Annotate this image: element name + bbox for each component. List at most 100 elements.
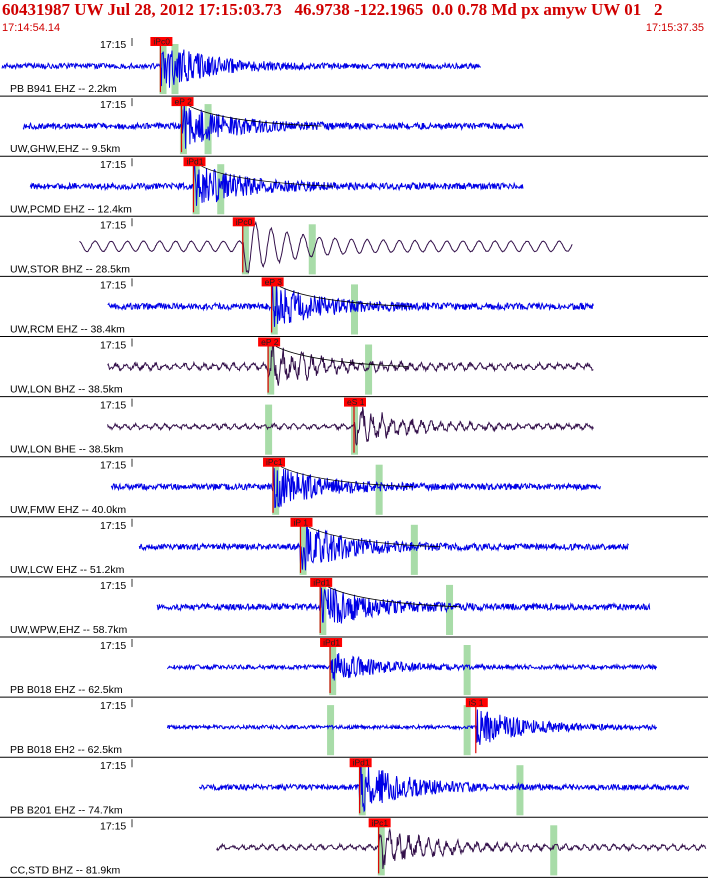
pick-label: iPd1 [313, 577, 330, 587]
pick-window-marker [550, 825, 558, 876]
pick-label-box[interactable] [261, 277, 284, 287]
station-label: UW,RCM EHZ -- 38.4km [10, 324, 125, 336]
trace-panel: iPc1 17:15 CC,STD BHZ -- 81.9km [0, 818, 708, 878]
pick-label: iPc0 [153, 37, 170, 47]
pick-label-box[interactable] [263, 457, 286, 467]
waveform-trace [22, 104, 524, 149]
event-title: 60431987 UW Jul 28, 2012 17:15:03.73 46.… [2, 0, 663, 19]
waveform-trace [1, 49, 482, 88]
pick-window-marker [308, 224, 316, 275]
pick-label: iPd1 [353, 758, 370, 768]
pick-label-box[interactable] [310, 577, 333, 587]
waveform-trace [138, 522, 629, 571]
pick-label: iS 1 [469, 698, 484, 708]
tick-label: 17:15 [100, 760, 126, 772]
tick-label: 17:15 [100, 520, 126, 532]
pick-window-marker [319, 584, 327, 635]
coda-decay-curve [280, 466, 414, 488]
station-label: UW,GHW,EHZ -- 9.5km [10, 143, 121, 155]
pick-label-box[interactable] [232, 217, 255, 227]
coda-decay-curve [201, 165, 334, 187]
coda-decay-curve [189, 105, 322, 127]
pick-window-marker [375, 464, 383, 515]
pick-label: iPd1 [323, 638, 340, 648]
station-label: PB B941 EHZ -- 2.2km [10, 83, 117, 95]
coda-decay-curve [308, 526, 441, 548]
pick-label-box[interactable] [349, 758, 372, 768]
pick-window-marker [270, 284, 278, 335]
station-label: PB B018 EH2 -- 62.5km [10, 744, 122, 756]
coda-decay-curve [328, 586, 461, 608]
pick-label-box[interactable] [290, 517, 313, 527]
tick-label: 17:15 [100, 460, 126, 472]
pick-window-marker [327, 705, 335, 756]
tick-label: 17:15 [100, 159, 126, 171]
seismogram-plot: iPc0 17:15 PB B941 EHZ -- 2.2km eP 2 17:15 UW… [0, 37, 708, 878]
station-label: UW,WPW,EHZ -- 58.7km [10, 624, 128, 636]
pick-label-box[interactable] [258, 337, 281, 347]
pick-label: eS 1 [347, 397, 365, 407]
pick-label: iP 1 [293, 517, 308, 527]
tick-label: 17:15 [100, 640, 126, 652]
pick-window-marker [377, 825, 385, 876]
station-label: UW,FMW EHZ -- 40.0km [10, 504, 126, 516]
pick-label: iPc1 [266, 457, 283, 467]
trace-panel: iPd1 17:15 PB B201 EHZ -- 74.7km [0, 758, 708, 818]
tick-label: 17:15 [100, 39, 126, 51]
station-label: UW,PCMD EHZ -- 12.4km [10, 203, 132, 215]
time-end-label: 17:15:37.35 [645, 22, 704, 34]
station-label: UW,LON BHE -- 38.5km [10, 444, 123, 456]
trace-panel: iPd1 17:15 UW,PCMD EHZ -- 12.4km [0, 157, 708, 217]
pick-label-box[interactable] [344, 397, 366, 407]
pick-label-box[interactable] [171, 97, 194, 107]
waveform-trace [216, 827, 707, 870]
pick-window-marker [446, 584, 454, 635]
pick-window-marker [265, 404, 273, 455]
trace-panel: iPc1 17:15 UW,FMW EHZ -- 40.0km [0, 457, 708, 518]
pick-label: eP 2 [175, 97, 193, 107]
tick-label: 17:15 [100, 700, 126, 712]
pick-window-marker [463, 705, 471, 756]
pick-label: iPc0 [236, 217, 253, 227]
pick-window-marker [463, 645, 471, 696]
trace-panel: iPc0 17:15 PB B941 EHZ -- 2.2km [0, 37, 708, 97]
pick-label-box[interactable] [368, 818, 391, 828]
pick-window-marker [241, 224, 249, 275]
pick-label-box[interactable] [150, 37, 173, 46]
tick-label: 17:15 [100, 340, 126, 352]
pick-label: eP 2 [261, 337, 279, 347]
pick-label-box[interactable] [183, 157, 206, 167]
trace-panel: eP 3 17:15 UW,RCM EHZ -- 38.4km [0, 277, 708, 337]
tick-label: 17:15 [100, 99, 126, 111]
waveform-trace [29, 161, 524, 206]
trace-panel: iP 1 17:15 UW,LCW EHZ -- 51.2km [0, 517, 708, 578]
waveform-trace [156, 587, 651, 624]
trace-panel: iS 1 17:15 PB B018 EH2 -- 62.5km [0, 698, 708, 758]
trace-panel: iPd1 17:15 PB B018 EHZ -- 62.5km [0, 638, 708, 698]
trace-panel: eS 1 17:15 UW,LON BHE -- 38.5km [0, 397, 708, 458]
waveform-trace [166, 653, 658, 681]
waveform-trace [198, 761, 689, 813]
station-label: UW,STOR BHZ -- 28.5km [10, 263, 130, 275]
tick-label: 17:15 [100, 279, 126, 291]
pick-window-marker [179, 104, 187, 155]
station-label: PB B018 EHZ -- 62.5km [10, 684, 123, 696]
trace-panel: eP 2 17:15 UW,GHW,EHZ -- 9.5km [0, 97, 708, 157]
trace-panel: eP 2 17:15 UW,LON BHZ -- 38.5km [0, 337, 708, 398]
tick-label: 17:15 [100, 820, 126, 832]
pick-label-box[interactable] [465, 698, 488, 708]
header-bar: 60431987 UW Jul 28, 2012 17:15:03.73 46.… [0, 0, 708, 36]
tick-label: 17:15 [100, 580, 126, 592]
pick-label: iPd1 [186, 157, 203, 167]
coda-decay-curve [279, 286, 412, 307]
tick-label: 17:15 [100, 219, 126, 231]
pick-window-marker [217, 164, 225, 215]
waveform-trace [110, 468, 601, 509]
pick-label: iPc1 [372, 818, 389, 828]
pick-window-marker [272, 464, 280, 515]
pick-label-box[interactable] [320, 638, 343, 647]
time-start-label: 17:14:54.14 [2, 22, 61, 34]
waveform-trace [166, 709, 658, 745]
tick-label: 17:15 [100, 400, 126, 412]
station-label: CC,STD BHZ -- 81.9km [10, 864, 121, 876]
